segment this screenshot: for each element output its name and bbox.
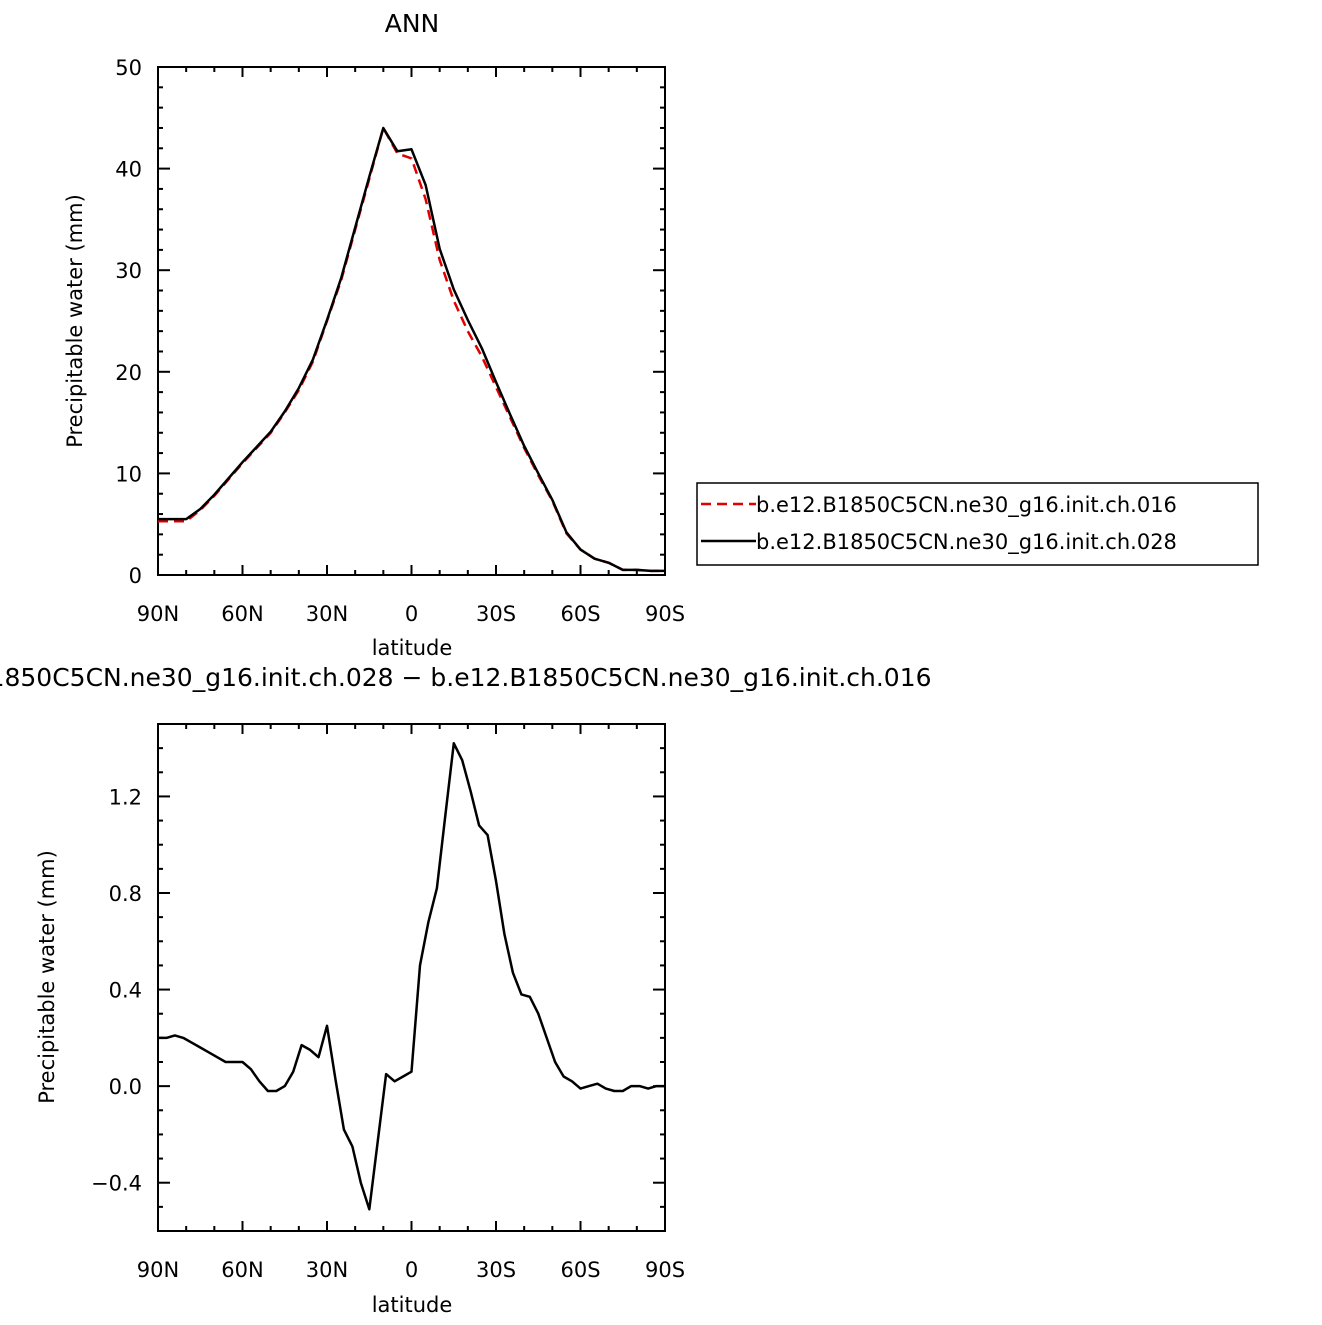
top-x-tick-label: 60S <box>560 602 600 626</box>
bottom-y-axis-title: Precipitable water (mm) <box>35 850 59 1104</box>
top-series-line-1 <box>158 126 665 573</box>
top-y-tick-label: 0 <box>129 564 142 588</box>
bottom-y-ticks: −0.4 0.0 0.4 0.8 1.2 <box>91 723 665 1232</box>
bottom-series-group <box>158 742 665 1211</box>
top-y-tick-label: 30 <box>115 259 142 283</box>
bottom-y-tick-label: 0.8 <box>109 882 142 906</box>
bottom-series-line-1 <box>158 742 665 1211</box>
top-y-axis-title: Precipitable water (mm) <box>63 194 87 448</box>
top-y-tick-label: 10 <box>115 462 142 486</box>
top-x-tick-label: 60N <box>221 602 263 626</box>
top-y-tick-label: 20 <box>115 361 142 385</box>
bottom-y-tick-label: 0.0 <box>109 1075 142 1099</box>
legend-label-028: b.e12.B1850C5CN.ne30_g16.init.ch.028 <box>756 530 1177 555</box>
bottom-x-axis-title: latitude <box>372 1293 453 1317</box>
top-series-line-2 <box>158 126 665 573</box>
top-panel: ANN 90N 60N 30N 0 30S 60S 90S 0 10 20 30 40 50 lati… <box>63 9 685 660</box>
bottom-panel: b.e12.B1850C5CN.ne30_g16.init.ch.028 − b… <box>0 663 932 1317</box>
top-x-axis-title: latitude <box>372 636 453 660</box>
top-x-tick-label: 0 <box>405 602 418 626</box>
bottom-x-tick-label: 30N <box>306 1258 348 1282</box>
bottom-panel-title: b.e12.B1850C5CN.ne30_g16.init.ch.028 − b… <box>0 663 932 692</box>
top-series-group <box>158 126 665 573</box>
bottom-plot-frame <box>157 723 666 1232</box>
bottom-y-tick-label: 0.4 <box>109 979 142 1003</box>
bottom-x-tick-label: 90S <box>645 1258 685 1282</box>
legend: b.e12.B1850C5CN.ne30_g16.init.ch.016 b.e… <box>696 482 1259 566</box>
top-x-tick-label: 90S <box>645 602 685 626</box>
top-y-tick-label: 40 <box>115 158 142 182</box>
bottom-x-tick-label: 60N <box>221 1258 263 1282</box>
top-x-tick-label: 90N <box>137 602 179 626</box>
bottom-x-ticks: 90N 60N 30N 0 30S 60S 90S <box>137 724 685 1282</box>
legend-label-016: b.e12.B1850C5CN.ne30_g16.init.ch.016 <box>756 493 1177 518</box>
bottom-x-tick-label: 0 <box>405 1258 418 1282</box>
bottom-x-tick-label: 60S <box>560 1258 600 1282</box>
top-y-ticks: 0 10 20 30 40 50 <box>115 56 665 588</box>
top-x-tick-label: 30N <box>306 602 348 626</box>
bottom-x-tick-label: 90N <box>137 1258 179 1282</box>
top-panel-title: ANN <box>385 9 440 38</box>
bottom-y-tick-label: 1.2 <box>109 785 142 809</box>
top-x-ticks: 90N 60N 30N 0 30S 60S 90S <box>137 67 685 626</box>
bottom-y-tick-label: −0.4 <box>91 1172 142 1196</box>
top-x-tick-label: 30S <box>476 602 516 626</box>
top-plot-frame <box>157 66 666 576</box>
top-y-tick-label: 50 <box>115 56 142 80</box>
bottom-x-tick-label: 30S <box>476 1258 516 1282</box>
legend-box <box>696 482 1259 566</box>
